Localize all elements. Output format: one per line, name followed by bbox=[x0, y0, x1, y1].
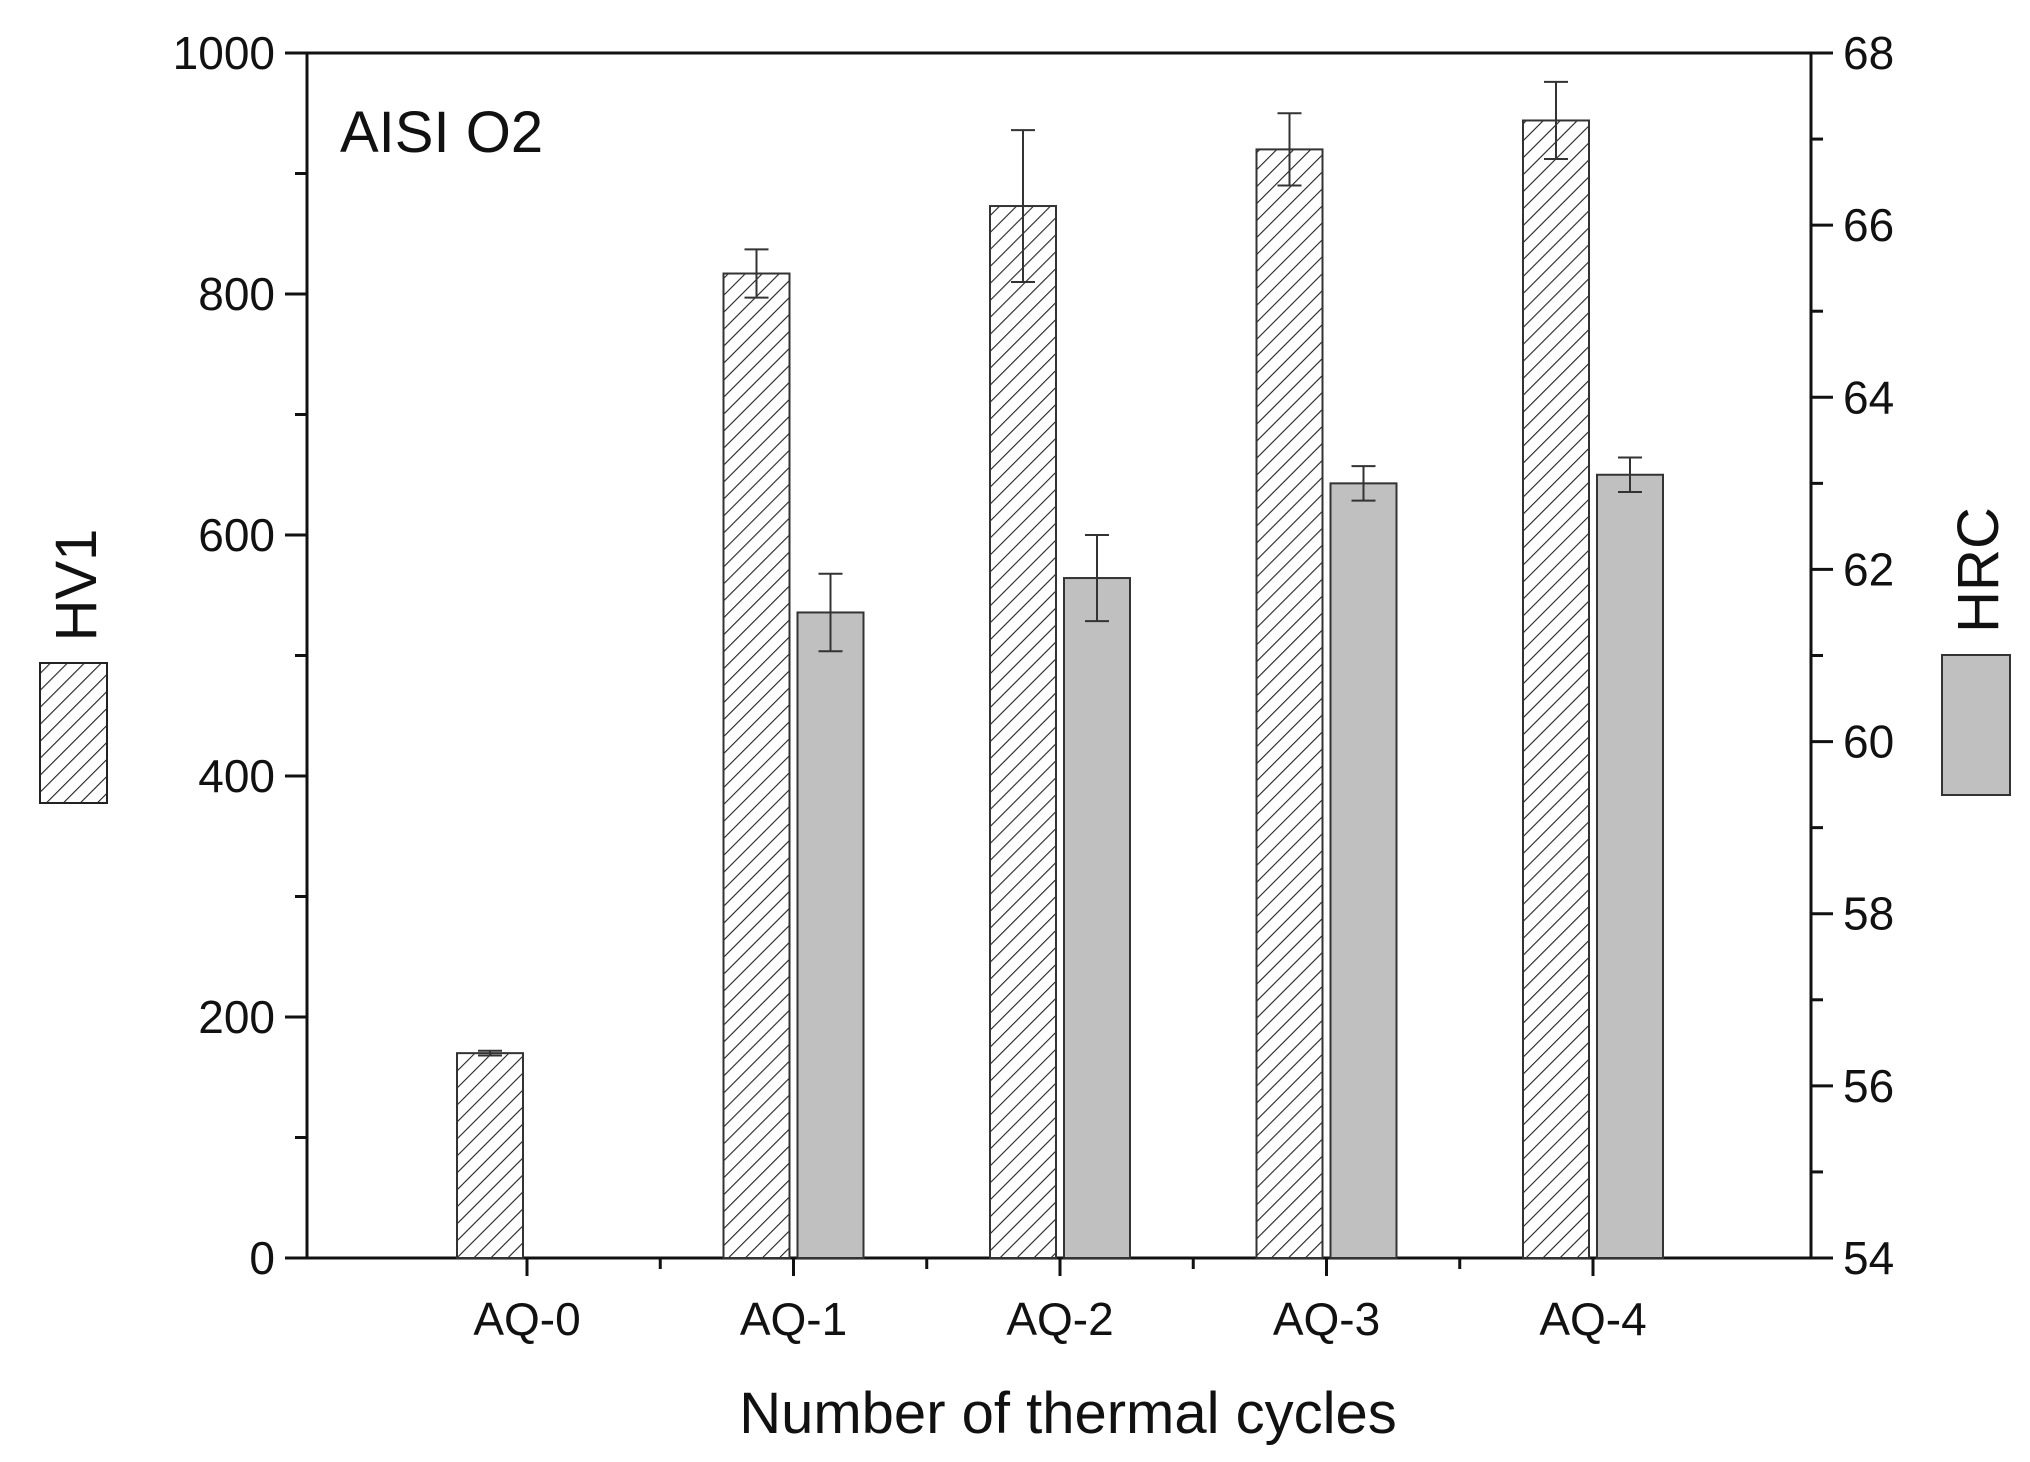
x-tick-label: AQ-0 bbox=[473, 1293, 580, 1345]
left-tick-label: 0 bbox=[249, 1232, 275, 1284]
hv1-bar bbox=[989, 205, 1057, 1259]
error-bars bbox=[478, 80, 1642, 1057]
right-tick-label: 64 bbox=[1843, 371, 1894, 423]
annotation-label: AISI O2 bbox=[340, 100, 543, 165]
x-tick-label: AQ-4 bbox=[1539, 1293, 1646, 1345]
left-tick-label: 800 bbox=[198, 268, 275, 320]
left-axis-legend-swatch bbox=[39, 662, 108, 804]
hv1-bar bbox=[456, 1052, 524, 1260]
left-axis: 0 200 400 600 800 1000 bbox=[173, 27, 307, 1284]
hv1-bar bbox=[722, 272, 791, 1259]
left-axis-legend: HV1 bbox=[39, 529, 109, 804]
right-tick-label: 58 bbox=[1843, 888, 1894, 940]
right-tick-label: 54 bbox=[1843, 1232, 1894, 1284]
x-tick-label: AQ-1 bbox=[740, 1293, 847, 1345]
x-axis-title: Number of thermal cycles bbox=[739, 1381, 1397, 1446]
x-axis: AQ-0 AQ-1 AQ-2 AQ-3 AQ-4 bbox=[473, 1258, 1647, 1345]
left-tick-label: 600 bbox=[198, 509, 275, 561]
right-tick-label: 68 bbox=[1843, 27, 1894, 79]
right-tick-label: 60 bbox=[1843, 716, 1894, 768]
x-tick-label: AQ-2 bbox=[1006, 1293, 1113, 1345]
right-tick-label: 62 bbox=[1843, 543, 1894, 595]
right-tick-label: 66 bbox=[1843, 199, 1894, 251]
right-axis-legend: HRC bbox=[1941, 507, 2011, 796]
right-tick-label: 56 bbox=[1843, 1060, 1894, 1112]
left-tick-label: 1000 bbox=[173, 27, 275, 79]
hrc-bar bbox=[1063, 577, 1131, 1259]
hrc-bar bbox=[1329, 482, 1398, 1260]
x-tick-label: AQ-3 bbox=[1273, 1293, 1380, 1345]
bar-series bbox=[456, 119, 1664, 1260]
hrc-bar bbox=[796, 611, 865, 1259]
left-tick-label: 400 bbox=[198, 750, 275, 802]
right-axis: 54 56 58 60 62 64 66 68 bbox=[1811, 27, 1894, 1284]
right-axis-legend-swatch bbox=[1941, 654, 2011, 796]
hv1-bar bbox=[1522, 119, 1590, 1260]
hrc-bar bbox=[1596, 473, 1664, 1259]
hv1-bar bbox=[1255, 148, 1324, 1259]
left-axis-title: HV1 bbox=[44, 529, 109, 642]
right-axis-title: HRC bbox=[1946, 507, 2011, 633]
left-tick-label: 200 bbox=[198, 991, 275, 1043]
